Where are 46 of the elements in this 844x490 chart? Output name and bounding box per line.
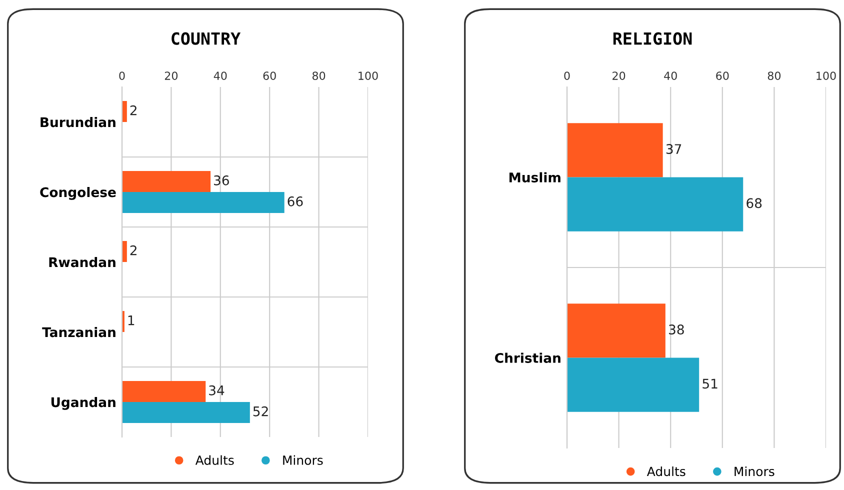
y-tick-label: Congolese	[40, 186, 116, 200]
x-tick-label: 40	[214, 72, 227, 80]
bar	[122, 101, 127, 122]
data-label: 34	[209, 385, 224, 396]
legend-label: Adults	[195, 455, 234, 465]
data-label: 36	[214, 175, 229, 186]
legend-label: Adults	[646, 466, 686, 476]
x-tick-label: 40	[664, 72, 677, 80]
x-tick-label: 0	[119, 72, 125, 80]
data-label: 2	[130, 105, 136, 116]
bar	[122, 402, 250, 423]
bar	[122, 192, 284, 213]
data-label: 38	[669, 324, 684, 335]
y-tick-label: Tanzanian	[42, 326, 116, 338]
bar	[567, 358, 700, 412]
x-tick-label: 20	[164, 72, 178, 80]
x-tick-label: 0	[564, 72, 570, 80]
bar	[567, 304, 666, 358]
x-tick-label: 80	[312, 72, 326, 80]
bar	[122, 171, 211, 192]
data-label: 52	[253, 406, 268, 416]
x-tick-label: 20	[612, 72, 626, 80]
data-label: 51	[702, 378, 718, 389]
x-tick-label: 100	[358, 72, 378, 80]
y-tick-label: Christian	[495, 352, 560, 363]
x-tick-label: 100	[816, 72, 836, 80]
legend-label: Minors	[734, 466, 774, 476]
x-tick-label: 60	[263, 72, 276, 80]
data-label: 66	[288, 196, 303, 206]
y-tick-label: Burundian	[40, 116, 116, 128]
data-label: 37	[666, 144, 682, 154]
data-label: 68	[746, 198, 762, 208]
chart-title: RELIGION	[613, 32, 692, 45]
bar	[567, 177, 744, 232]
bar	[567, 123, 663, 178]
x-tick-label: 80	[768, 72, 781, 80]
y-tick-label: Muslim	[509, 172, 560, 182]
y-tick-label: Ugandan	[51, 396, 116, 410]
legend-label: Minors	[283, 455, 323, 465]
y-tick-label: Rwandan	[49, 256, 116, 268]
data-label: 2	[130, 245, 136, 256]
bar	[122, 381, 206, 402]
bar	[122, 241, 127, 262]
chart-title: COUNTRY	[172, 32, 241, 45]
x-tick-label: 60	[716, 72, 729, 80]
data-label: 1	[128, 316, 134, 326]
